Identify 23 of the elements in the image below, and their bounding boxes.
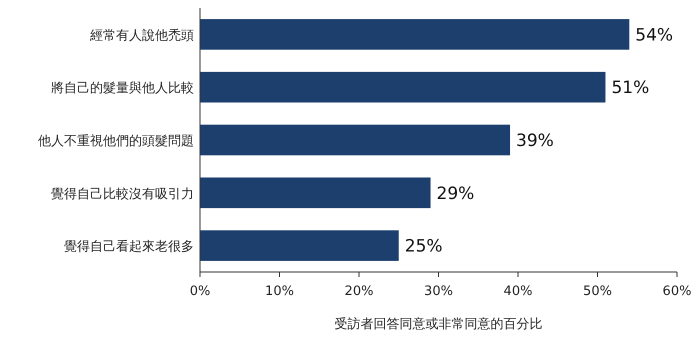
x-tick-label: 50% — [583, 284, 612, 299]
x-tick-label: 40% — [504, 284, 532, 299]
bar — [200, 124, 510, 156]
x-tick-label: 20% — [344, 284, 374, 299]
y-tick-label: 他人不重視他們的頭髮問題 — [38, 134, 194, 149]
x-tick-label: 30% — [424, 284, 453, 299]
data-label: 51% — [611, 78, 650, 98]
data-label: 25% — [404, 236, 443, 257]
bar — [200, 230, 399, 261]
x-tick-label: 10% — [265, 284, 294, 299]
data-label: 29% — [436, 184, 474, 204]
y-tick-label: 經常有人說他禿頭 — [89, 28, 194, 44]
y-tick-label: 覺得自己看起來老很多 — [64, 240, 194, 255]
data-label: 54% — [635, 25, 674, 46]
y-tick-label: 覺得自己比較沒有吸引力 — [51, 186, 194, 202]
bar — [200, 72, 606, 103]
bar — [200, 19, 630, 50]
bar — [200, 177, 431, 208]
x-tick-label: 60% — [662, 284, 692, 299]
x-tick-label: 0% — [190, 284, 210, 299]
data-label: 39% — [516, 131, 554, 151]
y-tick-label: 將自己的髮量與他人比較 — [51, 81, 194, 96]
x-axis-title: 受訪者回答同意或非常同意的百分比 — [334, 317, 542, 332]
